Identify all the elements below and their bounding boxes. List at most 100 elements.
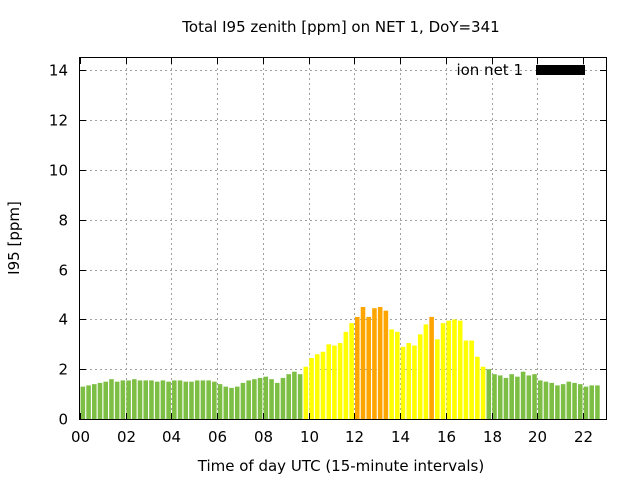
bar	[297, 374, 303, 419]
bar	[137, 380, 143, 419]
y-tick-label: 14	[49, 62, 68, 80]
bar	[166, 381, 171, 419]
bar	[177, 380, 183, 419]
x-tick-label: 18	[483, 428, 502, 446]
bar	[520, 371, 526, 419]
y-tick-label: 12	[49, 112, 68, 130]
bar	[252, 379, 257, 419]
bar	[229, 387, 234, 419]
bar	[366, 316, 372, 419]
bar	[223, 386, 229, 419]
bar	[143, 380, 149, 419]
bar	[566, 381, 572, 419]
x-tick-label: 12	[345, 428, 364, 446]
bar	[234, 386, 240, 419]
bar	[463, 340, 469, 419]
bar	[200, 380, 206, 419]
bar	[577, 384, 583, 419]
bar	[240, 382, 246, 419]
bar	[103, 381, 109, 419]
chart-title: Total I95 zenith [ppm] on NET 1, DoY=341	[181, 18, 499, 36]
bar	[412, 345, 417, 419]
bar	[337, 343, 343, 419]
bar	[160, 380, 166, 419]
bar	[149, 380, 154, 419]
bar	[589, 385, 594, 419]
bar	[326, 344, 331, 419]
legend-swatch	[536, 65, 585, 75]
bar	[109, 379, 114, 419]
bar	[303, 366, 309, 419]
bar	[206, 380, 211, 419]
bar	[469, 340, 474, 419]
bar	[183, 381, 189, 419]
bar	[440, 323, 446, 419]
bar	[400, 346, 406, 419]
bar	[286, 374, 291, 419]
x-tick-label: 20	[528, 428, 547, 446]
x-tick-label: 02	[117, 428, 136, 446]
bar	[343, 331, 349, 419]
bar	[126, 380, 131, 419]
x-tick-label: 10	[300, 428, 319, 446]
bar	[132, 379, 137, 419]
bar	[92, 384, 97, 419]
bar	[389, 329, 394, 419]
bar	[269, 379, 274, 419]
bar	[555, 385, 560, 419]
bar	[497, 375, 503, 419]
bar	[549, 382, 554, 419]
bar	[452, 319, 457, 419]
bar	[509, 374, 514, 419]
y-tick-label: 2	[58, 361, 68, 379]
bar	[212, 381, 217, 419]
bar	[263, 376, 269, 419]
bar	[154, 381, 160, 419]
x-tick-label: 14	[391, 428, 410, 446]
bar	[480, 366, 486, 419]
bar	[114, 381, 120, 419]
x-tick-label: 22	[574, 428, 593, 446]
bar	[309, 358, 314, 419]
bar	[377, 306, 383, 419]
bar	[172, 380, 177, 419]
y-tick-label: 6	[58, 262, 68, 280]
x-tick-label: 04	[162, 428, 181, 446]
bar	[194, 380, 200, 419]
bar	[349, 323, 354, 419]
y-tick-label: 0	[58, 411, 68, 429]
bar	[406, 343, 412, 419]
x-tick-label: 06	[208, 428, 227, 446]
bar	[395, 331, 400, 419]
bar	[97, 382, 103, 419]
bar	[572, 382, 577, 419]
bar	[280, 377, 286, 419]
bar	[560, 384, 566, 419]
bar	[292, 371, 297, 419]
y-axis-label: I95 [ppm]	[5, 201, 23, 275]
bar	[314, 354, 320, 419]
x-tick-label: 00	[71, 428, 90, 446]
bar	[486, 369, 492, 419]
bar	[372, 308, 377, 419]
bar	[120, 380, 126, 419]
bar	[503, 377, 509, 419]
y-tick-label: 8	[58, 212, 68, 230]
bar	[80, 386, 86, 419]
grid-layer	[80, 58, 606, 419]
bar	[383, 310, 389, 419]
legend-label: ion net 1	[456, 61, 523, 79]
bar	[475, 356, 480, 419]
bar	[189, 381, 194, 419]
bar	[435, 339, 440, 419]
y-tick-label: 10	[49, 162, 68, 180]
bar	[355, 316, 360, 419]
bar	[537, 380, 543, 419]
bar	[332, 345, 337, 419]
bar	[492, 374, 497, 419]
bars-layer	[80, 306, 600, 419]
bar	[429, 316, 434, 419]
bar	[360, 306, 366, 419]
bar	[446, 320, 452, 419]
